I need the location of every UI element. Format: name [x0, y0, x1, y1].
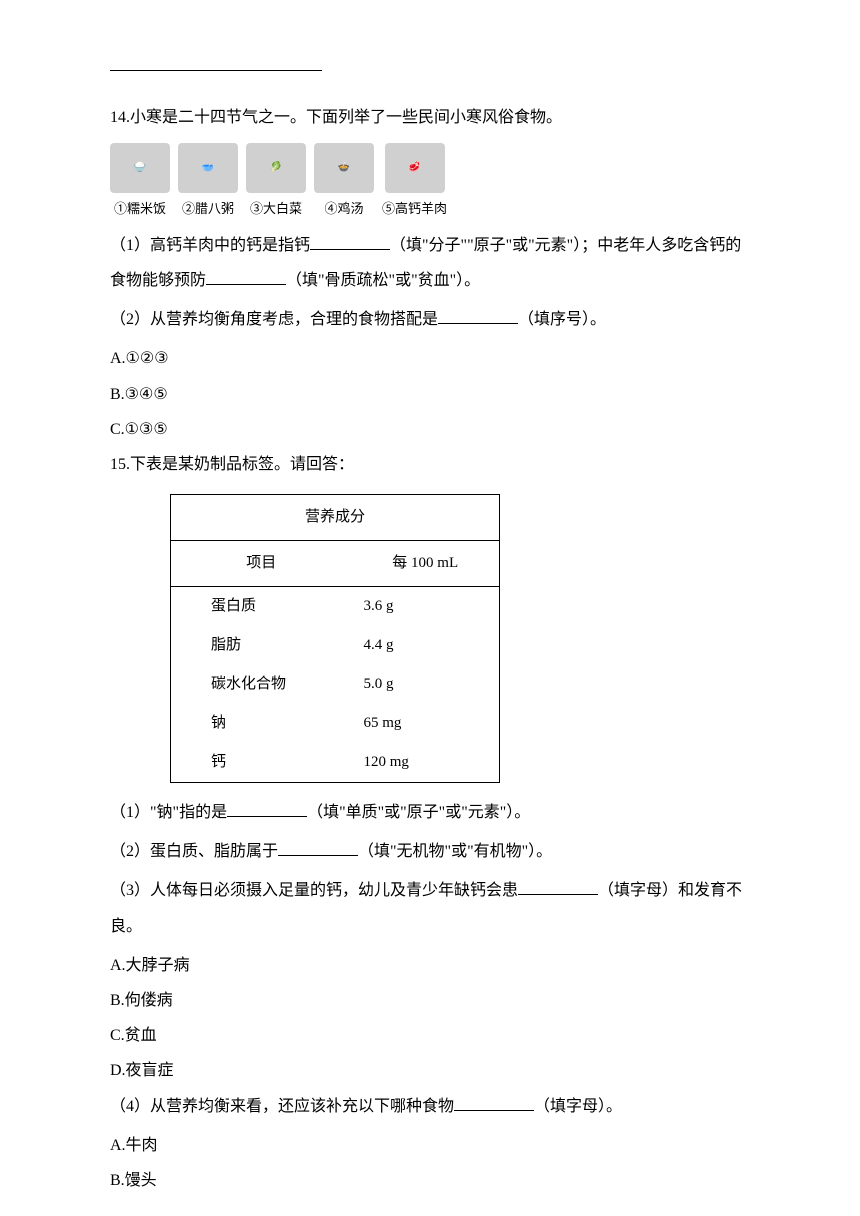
- q15-p4-option-a[interactable]: A.牛肉: [110, 1128, 750, 1163]
- q15-p4-a: （4）从营养均衡来看，还应该补充以下哪种食物: [110, 1098, 454, 1115]
- q14-part1-a: （1）高钙羊肉中的钙是指钙: [110, 237, 310, 254]
- food-image-rice: 🍚: [110, 143, 170, 193]
- table-title-row: 营养成分: [171, 495, 500, 541]
- q15-part3: （3）人体每日必须摄入足量的钙，幼儿及青少年缺钙会患（填字母）和发育不良。: [110, 873, 750, 943]
- q15-part4: （4）从营养均衡来看，还应该补充以下哪种食物 （填字母）。: [110, 1089, 750, 1124]
- food-label: ②腊八粥: [182, 195, 234, 224]
- food-item: 🍚 ①糯米饭: [110, 143, 170, 224]
- table-cell-val: 3.6 g: [351, 587, 499, 627]
- q15-intro: 15.下表是某奶制品标签。请回答：: [110, 447, 750, 482]
- q14-number: 14.: [110, 109, 130, 126]
- table-row: 钠 65 mg: [171, 704, 500, 743]
- blank-input[interactable]: [206, 269, 286, 285]
- table-cell-val: 5.0 g: [351, 665, 499, 704]
- food-item: 🥣 ②腊八粥: [178, 143, 238, 224]
- q14-part1: （1）高钙羊肉中的钙是指钙（填"分子""原子"或"元素"）；中老年人多吃含钙的食…: [110, 228, 750, 298]
- q14-intro: 14.小寒是二十四节气之一。下面列举了一些民间小寒风俗食物。: [110, 100, 750, 135]
- q15-p3-option-a[interactable]: A.大脖子病: [110, 948, 750, 983]
- blank-input[interactable]: [518, 879, 598, 895]
- blank-input[interactable]: [454, 1095, 534, 1111]
- q15-intro-text: 下表是某奶制品标签。请回答：: [130, 456, 354, 473]
- q15-part2: （2）蛋白质、脂肪属于 （填"无机物"或"有机物"）。: [110, 834, 750, 869]
- table-header-row: 项目 每 100 mL: [171, 541, 500, 587]
- table-title: 营养成分: [171, 495, 500, 541]
- table-cell-val: 65 mg: [351, 704, 499, 743]
- q14-option-a[interactable]: A.①②③: [110, 341, 750, 376]
- q15-p4-option-b[interactable]: B.馒头: [110, 1163, 750, 1198]
- q14-part2: （2）从营养均衡角度考虑，合理的食物搭配是 （填序号）。: [110, 302, 750, 337]
- table-cell-name: 钠: [171, 704, 352, 743]
- q15-p4-b: （填字母）。: [534, 1098, 622, 1115]
- q14-intro-text: 小寒是二十四节气之一。下面列举了一些民间小寒风俗食物。: [130, 109, 562, 126]
- food-label: ③大白菜: [250, 195, 302, 224]
- q14-option-b[interactable]: B.③④⑤: [110, 377, 750, 412]
- food-item: 🥩 ⑤高钙羊肉: [382, 143, 447, 224]
- food-images-row: 🍚 ①糯米饭 🥣 ②腊八粥 🥬 ③大白菜 🍲 ④鸡汤 🥩 ⑤高钙羊肉: [110, 143, 750, 224]
- food-image-lamb: 🥩: [385, 143, 445, 193]
- food-image-cabbage: 🥬: [246, 143, 306, 193]
- nutrition-table: 营养成分 项目 每 100 mL 蛋白质 3.6 g 脂肪 4.4 g 碳水化合…: [170, 494, 500, 783]
- q14-part1-c: （填"骨质疏松"或"贫血"）。: [286, 272, 480, 289]
- blank-input[interactable]: [310, 234, 390, 250]
- q14-option-c[interactable]: C.①③⑤: [110, 412, 750, 447]
- q15-p3-a: （3）人体每日必须摄入足量的钙，幼儿及青少年缺钙会患: [110, 882, 518, 899]
- table-row: 钙 120 mg: [171, 743, 500, 783]
- food-image-porridge: 🥣: [178, 143, 238, 193]
- q15-p3-option-c[interactable]: C.贫血: [110, 1018, 750, 1053]
- header-line: [110, 70, 322, 71]
- q15-p3-option-b[interactable]: B.佝偻病: [110, 983, 750, 1018]
- q15-number: 15.: [110, 456, 130, 473]
- food-label: ①糯米饭: [114, 195, 166, 224]
- table-header-col1: 项目: [171, 541, 352, 587]
- table-row: 碳水化合物 5.0 g: [171, 665, 500, 704]
- q15-p2-b: （填"无机物"或"有机物"）。: [358, 843, 552, 860]
- q15-p3-option-d[interactable]: D.夜盲症: [110, 1053, 750, 1088]
- blank-input[interactable]: [438, 308, 518, 324]
- q15-p1-b: （填"单质"或"原子"或"元素"）。: [307, 804, 530, 821]
- q15-p2-a: （2）蛋白质、脂肪属于: [110, 843, 278, 860]
- blank-input[interactable]: [227, 801, 307, 817]
- q14-part2-b: （填序号）。: [518, 311, 606, 328]
- table-cell-name: 碳水化合物: [171, 665, 352, 704]
- q14-part2-a: （2）从营养均衡角度考虑，合理的食物搭配是: [110, 311, 438, 328]
- food-item: 🥬 ③大白菜: [246, 143, 306, 224]
- table-cell-val: 4.4 g: [351, 626, 499, 665]
- food-item: 🍲 ④鸡汤: [314, 143, 374, 224]
- food-label: ⑤高钙羊肉: [382, 195, 447, 224]
- table-cell-val: 120 mg: [351, 743, 499, 783]
- blank-input[interactable]: [278, 840, 358, 856]
- food-label: ④鸡汤: [324, 195, 363, 224]
- table-cell-name: 钙: [171, 743, 352, 783]
- table-row: 脂肪 4.4 g: [171, 626, 500, 665]
- table-header-col2: 每 100 mL: [351, 541, 499, 587]
- food-image-soup: 🍲: [314, 143, 374, 193]
- q15-p1-a: （1）"钠"指的是: [110, 804, 227, 821]
- q15-part1: （1）"钠"指的是 （填"单质"或"原子"或"元素"）。: [110, 795, 750, 830]
- table-cell-name: 脂肪: [171, 626, 352, 665]
- table-cell-name: 蛋白质: [171, 587, 352, 627]
- table-row: 蛋白质 3.6 g: [171, 587, 500, 627]
